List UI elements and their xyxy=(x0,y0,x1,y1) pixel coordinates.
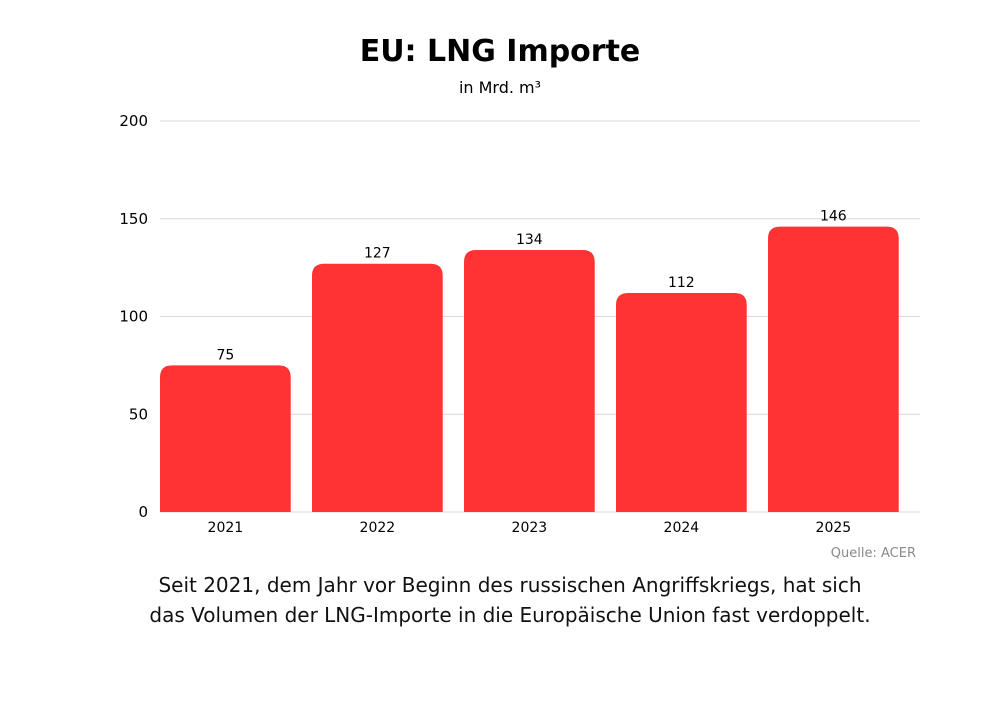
source-note: Quelle: ACER xyxy=(830,546,916,561)
y-tick-label: 50 xyxy=(129,405,148,423)
bar-chart: 0 50 100 150 200 75 2021 127 2022 134 2023 112 2024 1… xyxy=(119,112,920,536)
chart-subtitle: in Mrd. m³ xyxy=(458,78,542,97)
x-tick-label: 2024 xyxy=(664,520,700,536)
data-label: 75 xyxy=(216,347,234,363)
y-tick-label: 150 xyxy=(119,210,148,228)
bar xyxy=(616,293,747,512)
bar xyxy=(768,226,899,512)
data-label: 112 xyxy=(668,275,695,291)
data-label: 146 xyxy=(820,209,847,225)
y-tick-label: 200 xyxy=(119,112,148,130)
x-tick-label: 2023 xyxy=(512,520,548,536)
x-tick-label: 2021 xyxy=(208,520,244,536)
y-tick-label: 0 xyxy=(138,503,148,521)
chart-title: EU: LNG Importe xyxy=(359,34,641,69)
y-tick-label: 100 xyxy=(119,308,148,326)
bar xyxy=(160,365,291,512)
bar xyxy=(312,263,443,512)
data-label: 134 xyxy=(516,232,543,248)
x-tick-label: 2022 xyxy=(360,520,396,536)
data-label: 127 xyxy=(364,246,391,262)
bar xyxy=(464,250,595,512)
chart-caption: Seit 2021, dem Jahr vor Beginn des russi… xyxy=(149,573,871,627)
x-tick-label: 2025 xyxy=(816,520,852,536)
